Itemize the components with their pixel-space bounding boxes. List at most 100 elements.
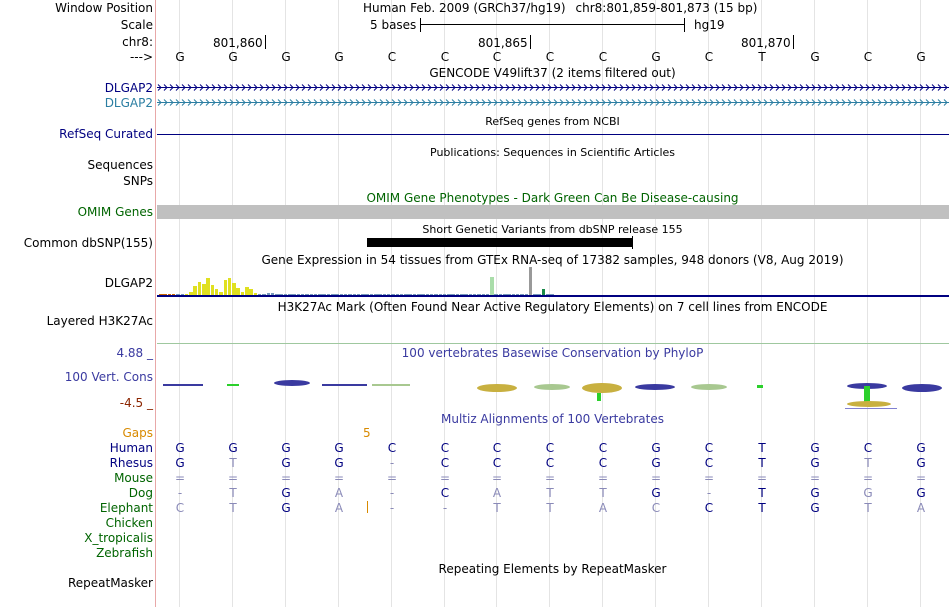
snps-label[interactable]: SNPs	[123, 174, 153, 188]
gtex-tissue-bar[interactable]	[550, 294, 554, 295]
gtex-tissue-bar[interactable]	[210, 285, 215, 295]
region-position[interactable]: chr8:801,859-801,873 (15 bp)	[575, 1, 758, 15]
gtex-tissue-bar[interactable]	[533, 294, 537, 295]
gtex-tissue-bar[interactable]	[275, 294, 279, 295]
gtex-tissue-bar[interactable]	[528, 267, 533, 295]
cons-wiggle[interactable]	[157, 376, 949, 412]
gtex-tissue-bar[interactable]	[520, 294, 524, 295]
gtex-tissue-bar[interactable]	[434, 294, 438, 295]
gtex-tissue-bar[interactable]	[447, 294, 451, 295]
dbsnp-title[interactable]: Short Genetic Variants from dbSNP releas…	[422, 223, 683, 236]
gtex-tissue-bar[interactable]	[266, 293, 271, 295]
gtex-tissue-bar[interactable]	[421, 294, 425, 295]
gtex-tissue-bar[interactable]	[163, 294, 167, 295]
gtex-tissue-bar[interactable]	[184, 294, 189, 295]
refseq-title[interactable]: RefSeq genes from NCBI	[485, 115, 620, 128]
gtex-tissue-bar[interactable]	[322, 294, 326, 295]
gtex-tissue-bar[interactable]	[348, 294, 352, 295]
gtex-tissue-bar[interactable]	[442, 294, 447, 295]
gtex-title[interactable]: Gene Expression in 54 tissues from GTEx …	[261, 253, 844, 267]
species-label[interactable]: X_tropicalis	[84, 531, 153, 545]
gtex-tissue-bar[interactable]	[429, 294, 434, 295]
gtex-tissue-bar[interactable]	[490, 277, 494, 295]
gtex-tissue-bar[interactable]	[511, 294, 516, 295]
gtex-tissue-bar[interactable]	[425, 294, 430, 295]
omim-feature[interactable]	[157, 205, 949, 219]
gtex-tissue-bar[interactable]	[180, 294, 185, 295]
gtex-tissue-bar[interactable]	[283, 294, 288, 295]
publications-label[interactable]: Sequences	[87, 158, 153, 172]
gencode-transcript-2[interactable]	[157, 99, 949, 106]
gtex-tissue-bar[interactable]	[391, 294, 395, 295]
gtex-tissue-bar[interactable]	[494, 294, 498, 295]
gaps-label[interactable]: Gaps	[122, 426, 153, 440]
gtex-tissue-bar[interactable]	[262, 294, 266, 295]
gtex-tissue-bar[interactable]	[472, 294, 477, 295]
gtex-tissue-bar[interactable]	[206, 278, 210, 295]
gtex-tissue-bar[interactable]	[408, 294, 412, 295]
refseq-line[interactable]	[157, 134, 949, 135]
gtex-tissue-bar[interactable]	[378, 294, 382, 295]
species-label[interactable]: Dog	[128, 486, 153, 500]
gtex-tissue-bar[interactable]	[318, 294, 322, 295]
gtex-tissue-bar[interactable]	[309, 294, 314, 295]
gtex-tissue-bar[interactable]	[460, 294, 464, 295]
gtex-tissue-bar[interactable]	[214, 289, 219, 295]
gtex-tissue-bar[interactable]	[369, 294, 374, 295]
species-label[interactable]: Rhesus	[109, 456, 153, 470]
gtex-tissue-bar[interactable]	[232, 283, 236, 295]
gtex-tissue-bar[interactable]	[240, 292, 245, 295]
omim-title[interactable]: OMIM Gene Phenotypes - Dark Green Can Be…	[366, 191, 739, 205]
gtex-tissue-bar[interactable]	[455, 294, 460, 295]
gtex-tissue-bar[interactable]	[374, 294, 378, 295]
gtex-tissue-bar[interactable]	[399, 294, 404, 295]
gtex-tissue-bar[interactable]	[382, 294, 387, 295]
gencode-item-label[interactable]: DLGAP2	[104, 81, 153, 95]
gtex-tissue-bar[interactable]	[197, 282, 202, 295]
gtex-tissue-bar[interactable]	[292, 294, 296, 295]
gtex-tissue-bar[interactable]	[270, 293, 275, 295]
gtex-tissue-bar[interactable]	[417, 294, 421, 295]
gtex-tissue-bar[interactable]	[288, 294, 292, 295]
species-label[interactable]: Mouse	[114, 471, 153, 485]
gtex-tissue-bar[interactable]	[464, 294, 468, 295]
gtex-tissue-bar[interactable]	[361, 294, 365, 295]
gtex-tissue-bar[interactable]	[335, 294, 339, 295]
gtex-tissue-bar[interactable]	[167, 294, 172, 295]
gtex-tissue-bar[interactable]	[236, 288, 240, 295]
publications-title[interactable]: Publications: Sequences in Scientific Ar…	[430, 146, 675, 159]
gtex-tissue-bar[interactable]	[343, 294, 348, 295]
dbsnp-variant[interactable]	[367, 238, 633, 247]
gtex-tissue-bar[interactable]	[365, 294, 369, 295]
gtex-tissue-bar[interactable]	[202, 284, 206, 295]
gtex-tissue-bar[interactable]	[404, 294, 408, 295]
gtex-tissue-bar[interactable]	[524, 294, 529, 295]
gtex-tissue-bar[interactable]	[352, 294, 357, 295]
h3k27ac-label[interactable]: Layered H3K27Ac	[46, 314, 153, 328]
gtex-tissue-bar[interactable]	[485, 294, 490, 295]
dbsnp-label[interactable]: Common dbSNP(155)	[23, 236, 153, 250]
species-label[interactable]: Human	[109, 441, 153, 455]
repeatmasker-label[interactable]: RepeatMasker	[67, 576, 153, 590]
h3k27ac-title[interactable]: H3K27Ac Mark (Often Found Near Active Re…	[277, 300, 828, 314]
gtex-tissue-bar[interactable]	[331, 294, 335, 295]
gtex-tissue-bar[interactable]	[227, 278, 232, 295]
cons-label[interactable]: 100 Vert. Cons	[64, 370, 153, 384]
gtex-tissue-bar[interactable]	[515, 294, 520, 295]
gtex-tissue-bar[interactable]	[223, 280, 228, 295]
gtex-tissue-bar[interactable]	[395, 294, 400, 295]
gtex-tissue-bar[interactable]	[477, 294, 481, 295]
gtex-tissue-bar[interactable]	[159, 294, 163, 295]
gtex-tissue-bar[interactable]	[257, 294, 262, 295]
refseq-label[interactable]: RefSeq Curated	[59, 127, 153, 141]
gtex-tissue-bar[interactable]	[546, 294, 550, 295]
cons-title[interactable]: 100 vertebrates Basewise Conservation by…	[401, 346, 704, 360]
gtex-tissue-bar[interactable]	[503, 294, 507, 295]
gtex-tissue-bar[interactable]	[541, 289, 546, 295]
multiz-title[interactable]: Multiz Alignments of 100 Vertebrates	[440, 412, 665, 426]
gtex-tissue-bar[interactable]	[305, 294, 309, 295]
gtex-tissue-bar[interactable]	[537, 294, 541, 295]
gtex-tissue-bar[interactable]	[253, 293, 258, 295]
gencode-item-label[interactable]: DLGAP2	[104, 96, 153, 110]
gtex-tissue-bar[interactable]	[339, 294, 344, 295]
